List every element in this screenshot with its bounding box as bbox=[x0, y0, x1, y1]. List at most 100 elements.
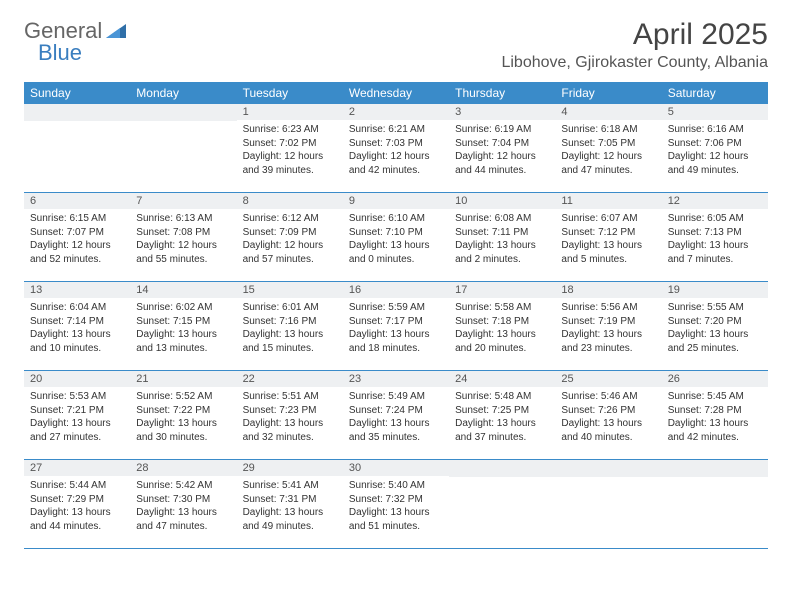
day-body: Sunrise: 6:23 AMSunset: 7:02 PMDaylight:… bbox=[237, 120, 343, 183]
day-daylight1: Daylight: 12 hours bbox=[243, 239, 337, 253]
day-body: Sunrise: 6:02 AMSunset: 7:15 PMDaylight:… bbox=[130, 298, 236, 361]
day-number bbox=[130, 104, 236, 121]
day-sunset: Sunset: 7:30 PM bbox=[136, 493, 230, 507]
day-daylight1: Daylight: 12 hours bbox=[136, 239, 230, 253]
day-daylight2: and 44 minutes. bbox=[30, 520, 124, 534]
day-sunset: Sunset: 7:28 PM bbox=[668, 404, 762, 418]
day-number: 21 bbox=[130, 371, 236, 387]
day-daylight2: and 10 minutes. bbox=[30, 342, 124, 356]
calendar-day: 28Sunrise: 5:42 AMSunset: 7:30 PMDayligh… bbox=[130, 460, 236, 548]
day-sunset: Sunset: 7:05 PM bbox=[561, 137, 655, 151]
calendar-day: 17Sunrise: 5:58 AMSunset: 7:18 PMDayligh… bbox=[449, 282, 555, 370]
day-sunrise: Sunrise: 6:13 AM bbox=[136, 212, 230, 226]
day-daylight1: Daylight: 12 hours bbox=[243, 150, 337, 164]
day-daylight1: Daylight: 13 hours bbox=[668, 239, 762, 253]
day-daylight1: Daylight: 13 hours bbox=[561, 417, 655, 431]
dow-monday: Monday bbox=[130, 82, 236, 104]
day-sunrise: Sunrise: 6:10 AM bbox=[349, 212, 443, 226]
calendar-day: 23Sunrise: 5:49 AMSunset: 7:24 PMDayligh… bbox=[343, 371, 449, 459]
day-sunset: Sunset: 7:12 PM bbox=[561, 226, 655, 240]
calendar-day: 26Sunrise: 5:45 AMSunset: 7:28 PMDayligh… bbox=[662, 371, 768, 459]
day-body bbox=[555, 477, 661, 486]
day-sunrise: Sunrise: 5:51 AM bbox=[243, 390, 337, 404]
calendar-day: 5Sunrise: 6:16 AMSunset: 7:06 PMDaylight… bbox=[662, 104, 768, 192]
calendar-day: 13Sunrise: 6:04 AMSunset: 7:14 PMDayligh… bbox=[24, 282, 130, 370]
day-number: 30 bbox=[343, 460, 449, 476]
day-number bbox=[449, 460, 555, 477]
dow-wednesday: Wednesday bbox=[343, 82, 449, 104]
day-number: 28 bbox=[130, 460, 236, 476]
day-sunset: Sunset: 7:03 PM bbox=[349, 137, 443, 151]
day-sunset: Sunset: 7:25 PM bbox=[455, 404, 549, 418]
day-daylight1: Daylight: 13 hours bbox=[349, 417, 443, 431]
calendar-day: 8Sunrise: 6:12 AMSunset: 7:09 PMDaylight… bbox=[237, 193, 343, 281]
day-daylight2: and 37 minutes. bbox=[455, 431, 549, 445]
location-subtitle: Libohove, Gjirokaster County, Albania bbox=[24, 54, 768, 72]
day-daylight2: and 30 minutes. bbox=[136, 431, 230, 445]
calendar-day: 3Sunrise: 6:19 AMSunset: 7:04 PMDaylight… bbox=[449, 104, 555, 192]
day-daylight1: Daylight: 13 hours bbox=[349, 506, 443, 520]
day-sunrise: Sunrise: 6:16 AM bbox=[668, 123, 762, 137]
day-daylight1: Daylight: 12 hours bbox=[349, 150, 443, 164]
month-title: April 2025 bbox=[24, 18, 768, 52]
day-number: 23 bbox=[343, 371, 449, 387]
day-body: Sunrise: 5:46 AMSunset: 7:26 PMDaylight:… bbox=[555, 387, 661, 450]
day-daylight1: Daylight: 13 hours bbox=[561, 328, 655, 342]
day-daylight1: Daylight: 13 hours bbox=[30, 417, 124, 431]
day-number: 17 bbox=[449, 282, 555, 298]
day-body: Sunrise: 6:05 AMSunset: 7:13 PMDaylight:… bbox=[662, 209, 768, 272]
day-number: 11 bbox=[555, 193, 661, 209]
day-sunset: Sunset: 7:18 PM bbox=[455, 315, 549, 329]
day-number: 19 bbox=[662, 282, 768, 298]
day-daylight1: Daylight: 13 hours bbox=[349, 239, 443, 253]
day-body: Sunrise: 5:59 AMSunset: 7:17 PMDaylight:… bbox=[343, 298, 449, 361]
day-sunrise: Sunrise: 6:21 AM bbox=[349, 123, 443, 137]
day-number: 29 bbox=[237, 460, 343, 476]
day-daylight1: Daylight: 13 hours bbox=[243, 417, 337, 431]
day-sunset: Sunset: 7:31 PM bbox=[243, 493, 337, 507]
day-sunrise: Sunrise: 5:45 AM bbox=[668, 390, 762, 404]
day-daylight2: and 55 minutes. bbox=[136, 253, 230, 267]
logo-text-2: Blue bbox=[38, 40, 82, 66]
day-sunset: Sunset: 7:11 PM bbox=[455, 226, 549, 240]
day-daylight2: and 27 minutes. bbox=[30, 431, 124, 445]
day-daylight1: Daylight: 12 hours bbox=[561, 150, 655, 164]
calendar-day: 20Sunrise: 5:53 AMSunset: 7:21 PMDayligh… bbox=[24, 371, 130, 459]
day-sunrise: Sunrise: 6:18 AM bbox=[561, 123, 655, 137]
day-sunrise: Sunrise: 5:40 AM bbox=[349, 479, 443, 493]
day-sunset: Sunset: 7:06 PM bbox=[668, 137, 762, 151]
calendar-week: 1Sunrise: 6:23 AMSunset: 7:02 PMDaylight… bbox=[24, 104, 768, 193]
day-number: 9 bbox=[343, 193, 449, 209]
day-sunrise: Sunrise: 5:49 AM bbox=[349, 390, 443, 404]
calendar-day: 6Sunrise: 6:15 AMSunset: 7:07 PMDaylight… bbox=[24, 193, 130, 281]
day-body: Sunrise: 5:58 AMSunset: 7:18 PMDaylight:… bbox=[449, 298, 555, 361]
day-sunset: Sunset: 7:14 PM bbox=[30, 315, 124, 329]
day-sunset: Sunset: 7:10 PM bbox=[349, 226, 443, 240]
day-daylight2: and 23 minutes. bbox=[561, 342, 655, 356]
calendar-day bbox=[24, 104, 130, 192]
calendar-day: 4Sunrise: 6:18 AMSunset: 7:05 PMDaylight… bbox=[555, 104, 661, 192]
calendar-day: 30Sunrise: 5:40 AMSunset: 7:32 PMDayligh… bbox=[343, 460, 449, 548]
day-body: Sunrise: 6:19 AMSunset: 7:04 PMDaylight:… bbox=[449, 120, 555, 183]
day-daylight1: Daylight: 13 hours bbox=[30, 506, 124, 520]
day-of-week-header: Sunday Monday Tuesday Wednesday Thursday… bbox=[24, 82, 768, 104]
day-number bbox=[662, 460, 768, 477]
day-number: 26 bbox=[662, 371, 768, 387]
day-daylight2: and 49 minutes. bbox=[243, 520, 337, 534]
calendar-day: 10Sunrise: 6:08 AMSunset: 7:11 PMDayligh… bbox=[449, 193, 555, 281]
day-body bbox=[24, 121, 130, 130]
day-body: Sunrise: 6:15 AMSunset: 7:07 PMDaylight:… bbox=[24, 209, 130, 272]
calendar-day bbox=[662, 460, 768, 548]
day-body: Sunrise: 5:45 AMSunset: 7:28 PMDaylight:… bbox=[662, 387, 768, 450]
day-sunrise: Sunrise: 5:59 AM bbox=[349, 301, 443, 315]
day-sunset: Sunset: 7:23 PM bbox=[243, 404, 337, 418]
day-sunrise: Sunrise: 6:15 AM bbox=[30, 212, 124, 226]
day-body: Sunrise: 5:56 AMSunset: 7:19 PMDaylight:… bbox=[555, 298, 661, 361]
day-body: Sunrise: 5:51 AMSunset: 7:23 PMDaylight:… bbox=[237, 387, 343, 450]
day-daylight1: Daylight: 13 hours bbox=[455, 328, 549, 342]
day-daylight2: and 13 minutes. bbox=[136, 342, 230, 356]
day-number: 1 bbox=[237, 104, 343, 120]
day-body: Sunrise: 5:52 AMSunset: 7:22 PMDaylight:… bbox=[130, 387, 236, 450]
day-body: Sunrise: 5:41 AMSunset: 7:31 PMDaylight:… bbox=[237, 476, 343, 539]
day-number: 13 bbox=[24, 282, 130, 298]
